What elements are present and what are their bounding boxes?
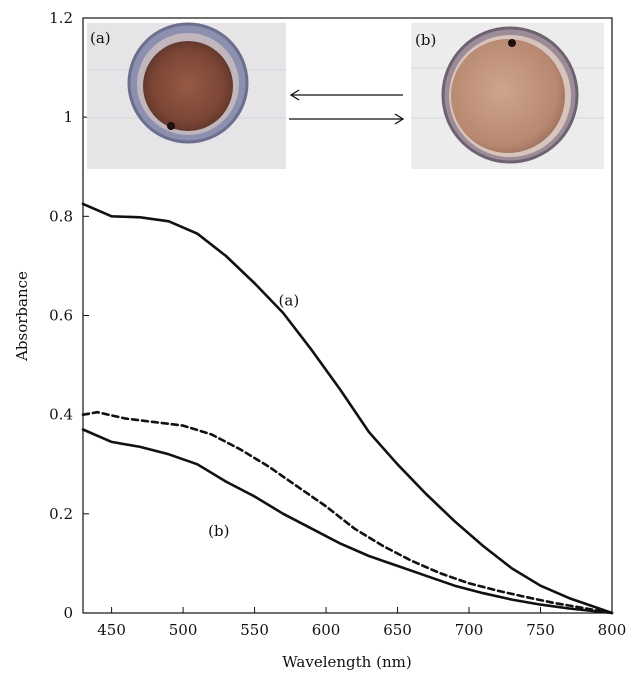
- x-tick-label: 650: [383, 621, 412, 639]
- reversible-arrows: [289, 89, 405, 125]
- inset-a-dark-spot: [167, 122, 175, 130]
- arrow-right-head: [394, 113, 405, 125]
- x-axis-ticks: 450 500 550 600 650 700 750 800: [97, 607, 626, 639]
- annotation-group: (a) (b): [208, 292, 299, 541]
- inset-b-liquid: [451, 39, 565, 153]
- x-tick-label: 700: [455, 621, 484, 639]
- y-axis-label: Absorbance: [13, 271, 31, 362]
- y-tick-label: 0: [63, 604, 73, 622]
- series-line-3: [81, 428, 614, 615]
- x-axis-label: Wavelength (nm): [282, 653, 411, 671]
- y-axis-ticks: 0 0.2 0.4 0.6 0.8 1 1.2: [49, 9, 89, 622]
- curve-label: (a): [279, 292, 300, 310]
- x-tick-label: 450: [97, 621, 126, 639]
- y-tick-label: 1: [63, 108, 73, 126]
- x-tick-label: 500: [169, 621, 198, 639]
- y-tick-label: 0.4: [49, 406, 73, 424]
- y-tick-label: 0.6: [49, 307, 73, 325]
- series-line-1: [81, 202, 614, 615]
- x-tick-label: 550: [240, 621, 269, 639]
- inset-a-label: (a): [90, 29, 111, 47]
- curve-label: (b): [208, 522, 229, 540]
- inset-a-liquid: [143, 41, 233, 131]
- series-group: [81, 202, 614, 615]
- series-line-2: [81, 410, 614, 615]
- inset-b-label: (b): [415, 31, 436, 49]
- x-tick-label: 750: [526, 621, 555, 639]
- arrow-left-head: [289, 89, 300, 101]
- inset-photo-b: (b): [411, 23, 604, 169]
- inset-b-dark-spot: [508, 39, 516, 47]
- y-tick-label: 1.2: [49, 9, 73, 27]
- y-tick-label: 0.8: [49, 207, 73, 225]
- inset-photo-a: (a): [87, 22, 286, 169]
- x-tick-label: 600: [312, 621, 341, 639]
- y-tick-label: 0.2: [49, 505, 73, 523]
- x-tick-label: 800: [598, 621, 627, 639]
